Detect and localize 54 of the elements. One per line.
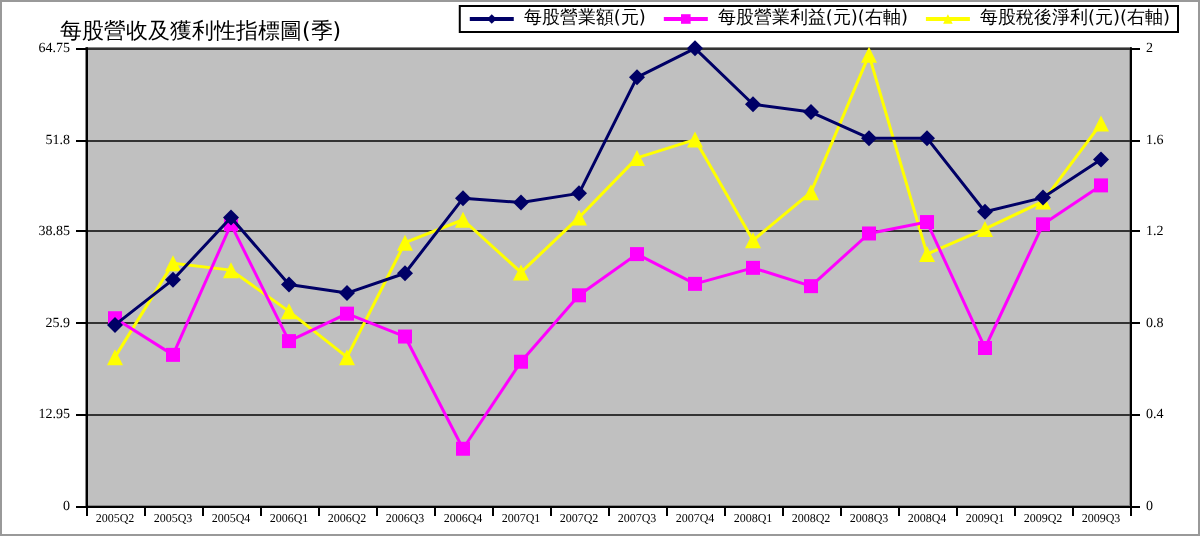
point: [687, 40, 703, 57]
point: [340, 306, 354, 321]
point: [1093, 115, 1109, 132]
point: [398, 329, 412, 344]
point: [223, 262, 239, 279]
point: [803, 104, 819, 121]
point: [745, 96, 761, 113]
point: [571, 185, 587, 202]
point: [281, 276, 297, 293]
point: [745, 232, 761, 249]
legend-label: 每股稅後淨利(元)(右軸): [979, 7, 1170, 29]
point: [397, 234, 413, 251]
point: [107, 349, 123, 366]
point: [166, 347, 180, 362]
chart-title: 每股營收及獲利性指標圖(季): [60, 18, 342, 44]
point: [746, 260, 760, 275]
point: [165, 271, 181, 288]
point: [977, 203, 993, 220]
point: [919, 246, 935, 263]
point: [165, 255, 181, 272]
point: [862, 226, 876, 241]
legend-label: 每股營業利益(元)(右軸): [717, 7, 908, 29]
point: [456, 441, 470, 456]
point: [571, 209, 587, 226]
point: [978, 340, 992, 355]
point: [513, 194, 529, 211]
point: [282, 334, 296, 349]
point: [977, 220, 993, 237]
point: [1093, 151, 1109, 168]
point: [513, 264, 529, 281]
point: [688, 276, 702, 291]
point: [339, 285, 355, 302]
legend-label: 每股營業額(元): [523, 7, 646, 29]
point: [919, 130, 935, 147]
point: [629, 69, 645, 86]
point: [572, 288, 586, 303]
point: [455, 190, 471, 207]
point: [630, 247, 644, 262]
point: [804, 279, 818, 294]
point: [920, 215, 934, 230]
point: [1094, 178, 1108, 193]
point: [281, 303, 297, 320]
point: [455, 211, 471, 228]
point: [223, 209, 239, 226]
point: [1036, 217, 1050, 232]
point: [861, 46, 877, 63]
point: [514, 354, 528, 369]
point: [629, 149, 645, 166]
point: [397, 265, 413, 282]
point: [687, 131, 703, 148]
point: [861, 130, 877, 147]
point: [107, 316, 123, 333]
point: [339, 349, 355, 366]
point: [803, 184, 819, 201]
